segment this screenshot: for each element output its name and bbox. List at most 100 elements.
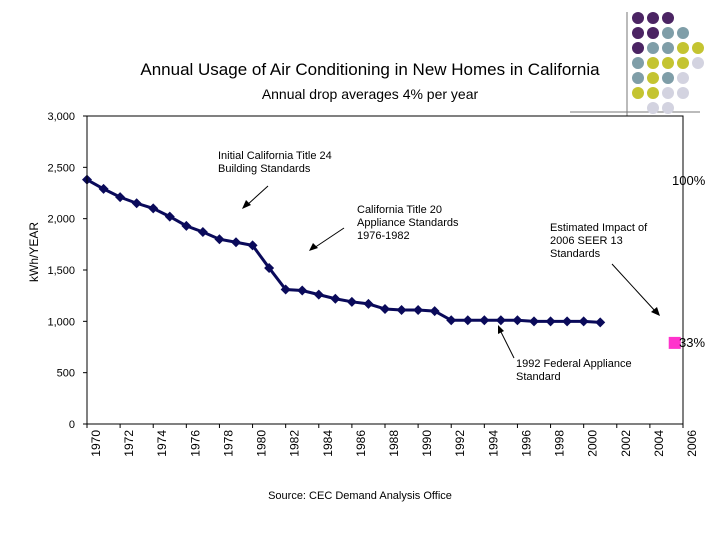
decoration-dot xyxy=(662,72,674,84)
decoration-dot xyxy=(677,42,689,54)
y-tick-label: 3,000 xyxy=(47,111,75,123)
data-point-1977 xyxy=(197,227,208,238)
data-point-1994 xyxy=(479,315,490,326)
data-point-1991 xyxy=(429,306,440,317)
annotation-title20: California Title 20 Appliance Standards … xyxy=(357,204,459,242)
y-tick-label: 500 xyxy=(57,368,75,380)
y-tick-label: 2,000 xyxy=(47,214,75,226)
x-tick-label: 1982 xyxy=(288,430,302,457)
x-tick-label: 2002 xyxy=(619,430,633,457)
decoration-dot xyxy=(632,42,644,54)
x-tick-label: 1990 xyxy=(420,430,434,457)
data-point-1995 xyxy=(495,315,506,326)
chart-subtitle: Annual drop averages 4% per year xyxy=(261,86,479,102)
decoration-dot xyxy=(647,57,659,69)
arrowhead-title20 xyxy=(309,243,318,251)
y-tick-label: 0 xyxy=(69,419,75,431)
data-point-1971 xyxy=(98,183,109,194)
percent-33-label: 33% xyxy=(679,335,706,350)
x-tick-label: 1992 xyxy=(453,430,467,457)
decoration-dot xyxy=(662,57,674,69)
y-axis-label: kWh/YEAR xyxy=(27,222,41,282)
arrow-title24 xyxy=(245,185,269,207)
x-tick-label: 1974 xyxy=(155,430,169,457)
arrow-seer xyxy=(611,263,657,313)
data-point-1981 xyxy=(264,262,275,273)
data-point-1975 xyxy=(164,211,175,222)
decoration-dot xyxy=(647,102,659,114)
data-point-1984 xyxy=(313,289,324,300)
data-point-1999 xyxy=(562,316,573,327)
projected-33-marker xyxy=(668,336,681,349)
data-point-1997 xyxy=(529,316,539,327)
decoration-dot xyxy=(632,27,644,39)
x-tick-label: 1986 xyxy=(354,430,368,457)
series-line xyxy=(86,178,601,324)
data-point-1972 xyxy=(115,192,126,203)
decoration-dot xyxy=(632,12,644,24)
x-tick-label: 1976 xyxy=(188,430,202,457)
decoration-dot xyxy=(662,87,674,99)
arrow-title20 xyxy=(313,227,345,249)
annotation-title24: Initial California Title 24 Building Sta… xyxy=(218,150,332,175)
data-point-1990 xyxy=(413,305,424,316)
data-point-1987 xyxy=(363,298,374,309)
arrowhead-title24 xyxy=(242,200,251,209)
x-tick-label: 1996 xyxy=(519,430,533,457)
data-point-1982 xyxy=(280,284,291,295)
data-point-1979 xyxy=(231,237,241,248)
decoration-dot xyxy=(662,102,674,114)
data-point-2001 xyxy=(595,317,606,328)
corner-decoration xyxy=(570,12,704,116)
x-tick-label: 2000 xyxy=(586,430,600,457)
percent-100-label: 100% xyxy=(672,173,706,188)
decoration-dot xyxy=(647,72,659,84)
x-tick-label: 2006 xyxy=(685,430,699,457)
x-tick-label: 1994 xyxy=(486,430,500,457)
decoration-dot xyxy=(662,12,674,24)
plot-area-frame xyxy=(86,115,684,425)
decoration-dot xyxy=(632,57,644,69)
data-point-1978 xyxy=(214,234,225,245)
decoration-dot xyxy=(692,57,704,69)
decoration-dot xyxy=(632,72,644,84)
source-note: Source: CEC Demand Analysis Office xyxy=(268,490,452,502)
x-tick-label: 1984 xyxy=(321,430,335,457)
y-tick-label: 1,500 xyxy=(47,265,75,277)
data-point-1998 xyxy=(545,316,556,327)
decoration-dot xyxy=(647,12,659,24)
decoration-dot xyxy=(677,27,689,39)
decoration-dot xyxy=(632,87,644,99)
data-point-1996 xyxy=(512,315,523,326)
x-tick-label: 1970 xyxy=(89,430,103,457)
data-point-1983 xyxy=(297,285,308,296)
x-tick-label: 2004 xyxy=(652,430,666,457)
decoration-dot xyxy=(647,27,659,39)
x-tick-label: 1972 xyxy=(122,430,136,457)
decoration-dots xyxy=(632,12,704,114)
data-point-1974 xyxy=(148,203,159,214)
decoration-dot xyxy=(662,27,674,39)
decoration-dot xyxy=(662,42,674,54)
data-point-1976 xyxy=(181,220,192,231)
data-point-1989 xyxy=(396,305,407,316)
decoration-dot xyxy=(692,42,704,54)
decoration-dot xyxy=(677,72,689,84)
annotation-seer: Estimated Impact of 2006 SEER 13 Standar… xyxy=(550,222,648,260)
decoration-dot xyxy=(677,57,689,69)
y-tick-label: 2,500 xyxy=(47,162,75,174)
data-point-1988 xyxy=(380,304,390,315)
y-tick-label: 1,000 xyxy=(47,316,75,328)
data-point-1985 xyxy=(330,293,341,304)
x-tick-label: 1978 xyxy=(221,430,235,457)
data-point-1980 xyxy=(247,240,258,251)
annotation-federal: 1992 Federal Appliance Standard xyxy=(516,358,632,383)
data-point-2000 xyxy=(578,316,589,327)
data-point-1992 xyxy=(446,315,457,326)
arrowhead-seer xyxy=(651,307,660,316)
decoration-dot xyxy=(647,87,659,99)
decoration-dot xyxy=(647,42,659,54)
x-tick-label: 1998 xyxy=(553,430,567,457)
data-point-1993 xyxy=(462,315,473,326)
